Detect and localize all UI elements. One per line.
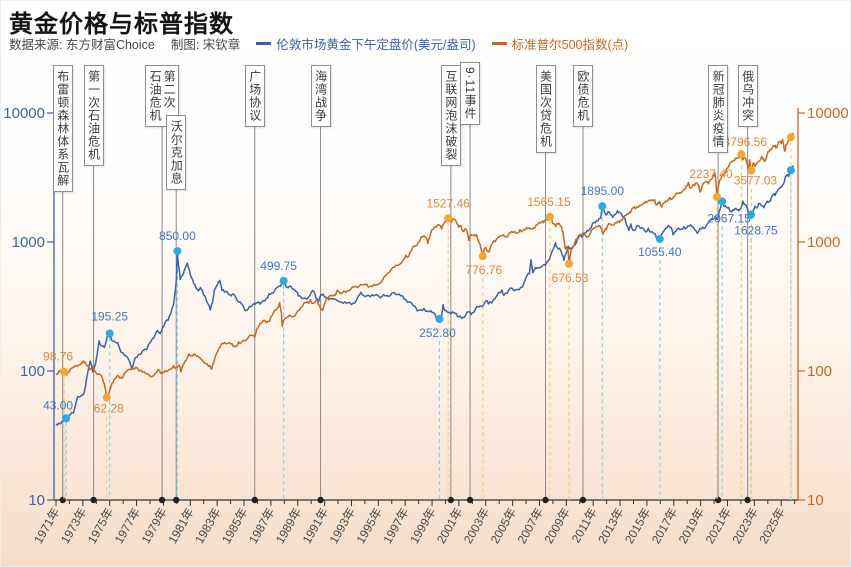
event-axis-dot	[172, 496, 180, 504]
event-axis-dot	[59, 496, 66, 504]
event-axis-dot	[579, 496, 587, 504]
sp500-legend-label: 标准普尔500指数(点)	[511, 38, 629, 52]
sp500-point-dot	[786, 133, 795, 142]
gold-point-label: 2067.15	[707, 211, 751, 225]
sp500-point-dot	[478, 252, 487, 261]
event-label-box: 欧债危机	[572, 65, 593, 127]
y-tick-label-right: 1000	[807, 234, 840, 251]
sp500-point-label: 2237.40	[689, 167, 733, 181]
y-tick-label-left: 10000	[3, 105, 45, 122]
sp500-point-dot	[747, 166, 756, 175]
sp500-point-dot	[60, 367, 69, 376]
legend-item-sp500: 标准普尔500指数(点)	[491, 34, 629, 53]
event-label-box: 俄乌冲突	[737, 65, 758, 127]
event-axis-dot	[90, 496, 97, 504]
event-axis-dot	[744, 496, 751, 504]
event-axis-dot	[251, 496, 258, 504]
x-tick-label: 2025年	[756, 506, 787, 547]
gold-point-label: 850.00	[159, 229, 196, 243]
sp500-point-label: 3577.03	[734, 174, 778, 188]
event-label-box: 沃尔克加息	[166, 115, 187, 190]
gold-point-label: 252.80	[419, 326, 456, 340]
sp500-point-dot	[102, 393, 111, 402]
y-tick-label-right: 100	[807, 363, 832, 380]
page-title: 黄金价格与标普指数	[9, 11, 234, 38]
data-source-label: 数据来源: 东方财富Choice	[9, 38, 155, 52]
gold-point-label: 1895.00	[581, 184, 625, 198]
event-label-box: 新冠肺炎疫情	[708, 65, 729, 153]
gold-point-dot	[786, 166, 795, 175]
sp500-legend-dash-icon	[491, 42, 507, 45]
event-label-box: 广场协议	[244, 65, 265, 127]
sp500-point-label: 62.28	[94, 402, 124, 416]
y-tick-label-left: 1000	[12, 234, 45, 251]
gold-point-dot	[173, 247, 182, 256]
event-label-box: 布雷顿森林体系瓦解	[52, 65, 73, 192]
gold-point-dot	[62, 414, 71, 423]
gold-point-label: 1628.75	[734, 224, 778, 238]
gold-point-dot	[279, 276, 288, 285]
subtitle-row: 数据来源: 东方财富Choice 制图: 宋钦章 伦敦市场黄金下午定盘价(美元/…	[9, 34, 628, 53]
event-axis-dot	[542, 496, 549, 504]
sp500-point-dot	[713, 192, 722, 201]
y-tick-label-right: 10000	[807, 105, 849, 122]
event-label-box: 第二次 石油危机	[145, 65, 180, 127]
sp500-point-dot	[565, 259, 574, 268]
sp500-point-label: 4796.56	[724, 135, 768, 149]
gold-point-label: 1055.40	[638, 245, 682, 259]
sp500-point-dot	[444, 214, 453, 223]
event-label-box: 互联网泡沫破裂	[440, 65, 461, 166]
gold-legend-dash-icon	[256, 42, 272, 45]
gold-point-dot	[435, 315, 444, 324]
y-tick-label-left: 100	[20, 363, 45, 380]
gold-point-dot	[747, 210, 756, 219]
y-tick-label-right: 10	[807, 492, 824, 509]
sp500-point-label: 776.76	[465, 263, 502, 277]
sp500-point-label: 1527.46	[426, 196, 470, 210]
legend-item-gold: 伦敦市场黄金下午定盘价(美元/盎司)	[256, 34, 476, 53]
gold-point-dot	[655, 234, 664, 243]
sp500-point-label: 676.53	[552, 271, 589, 285]
sp500-point-label: 1565.15	[527, 195, 571, 209]
event-label-box: 美国次贷危机	[535, 65, 556, 153]
gold-point-label: 43.00	[43, 398, 73, 412]
sp500-point-dot	[545, 212, 554, 221]
event-label-box: 海湾战争	[310, 65, 331, 127]
event-axis-dot	[158, 496, 166, 504]
chart-author-label: 制图: 宋钦章	[170, 38, 241, 52]
event-label-box: 9·11事件	[460, 62, 481, 126]
sp500-line	[55, 132, 794, 399]
gold-point-label: 499.75	[260, 259, 297, 273]
y-tick-label-left: 10	[28, 492, 45, 509]
event-label-box: 第一次石油危机	[83, 65, 104, 166]
event-axis-dot	[714, 496, 722, 504]
gold-point-dot	[598, 202, 607, 211]
gold-point-dot	[105, 329, 114, 338]
x-tick-label: 2009年	[541, 506, 572, 547]
event-axis-dot	[466, 496, 474, 504]
gold-legend-label: 伦敦市场黄金下午定盘价(美元/盎司)	[276, 38, 476, 52]
event-axis-dot	[317, 496, 324, 504]
gold-point-label: 195.25	[91, 310, 128, 324]
sp500-point-dot	[737, 150, 746, 159]
sp500-point-label: 98.76	[43, 350, 73, 364]
event-axis-dot	[447, 496, 455, 504]
gold-line	[55, 165, 795, 426]
